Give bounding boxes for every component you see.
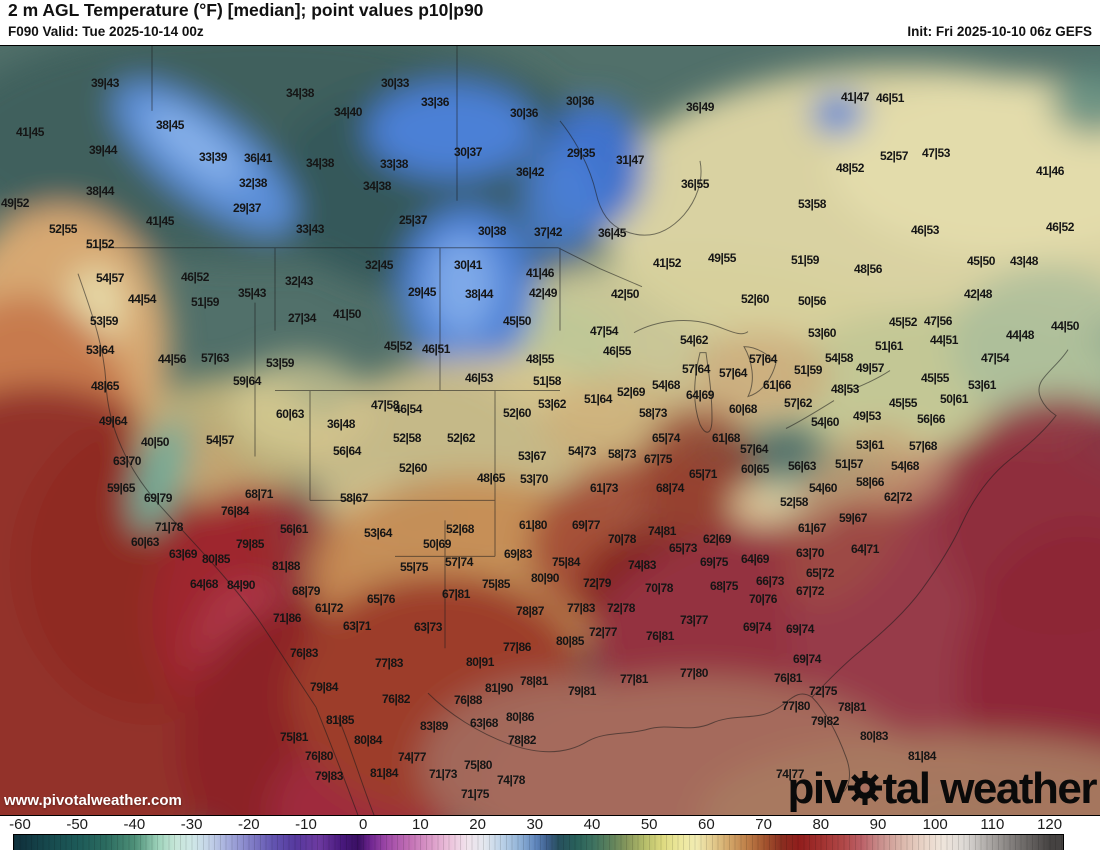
colorbar-tick-label: -50 <box>66 816 89 833</box>
logo-text-right: tal weather <box>882 764 1098 813</box>
gear-icon <box>847 769 882 813</box>
init-time-label: Init: Fri 2025-10-10 06z GEFS <box>907 24 1092 39</box>
colorbar-tick-label: 120 <box>1037 816 1063 833</box>
colorbar-tick-label: 20 <box>469 816 486 833</box>
page-title: 2 m AGL Temperature (°F) [median]; point… <box>8 0 484 20</box>
temperature-field-svg <box>0 46 1100 815</box>
colorbar-tick-label: -30 <box>180 816 203 833</box>
colorbar-tick-label: 80 <box>812 816 830 833</box>
colorbar-tick-label: 110 <box>980 816 1005 833</box>
valid-time-label: F090 Valid: Tue 2025-10-14 00z <box>8 24 204 39</box>
colorbar-gradient <box>13 834 1064 850</box>
colorbar-tick-label: 90 <box>869 816 887 833</box>
temperature-map: 39|43 41|45 38|45 39|44 33|39 36|41 32|38 38|44… <box>0 45 1100 815</box>
colorbar-tick-label: 100 <box>922 816 948 833</box>
colorbar-tick-label: 10 <box>412 816 429 833</box>
colorbar-tick-label: -20 <box>237 816 260 833</box>
temperature-shading <box>0 46 1100 815</box>
logo-text-left: piv <box>787 764 849 813</box>
pivotal-weather-logo: piv <box>787 764 1098 813</box>
colorbar-tick-label: 50 <box>640 816 658 833</box>
colorbar: -60 -50 -40 -30 -20 -10 0 10 20 30 40 50 60 70 80 90 100… <box>0 815 1100 850</box>
colorbar-tick-label: 30 <box>526 816 544 833</box>
watermark: www.pivotalweather.com <box>4 792 182 809</box>
colorbar-tick-label: 70 <box>755 816 772 833</box>
colorbar-tick-label: -40 <box>123 816 146 833</box>
colorbar-tick-label: 40 <box>583 816 601 833</box>
colorbar-cell-lines <box>14 835 1063 850</box>
colorbar-tick-label: -60 <box>9 816 31 833</box>
colorbar-tick-label: 0 <box>359 816 368 833</box>
colorbar-tick-label: 60 <box>698 816 715 833</box>
geo-borders <box>77 46 1069 815</box>
colorbar-tick-label: -10 <box>295 816 317 833</box>
header: 2 m AGL Temperature (°F) [median]; point… <box>0 0 1100 45</box>
